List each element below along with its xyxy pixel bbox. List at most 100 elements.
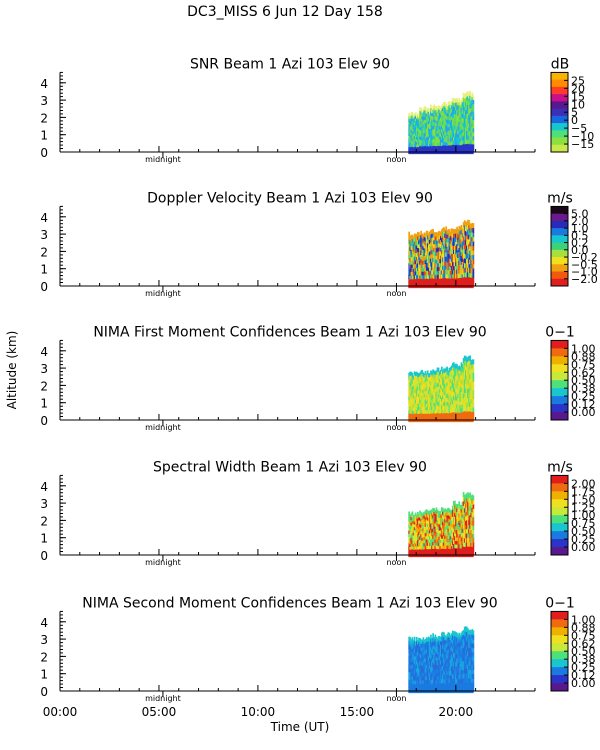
y-tick-label: 0 bbox=[40, 414, 48, 428]
colorbar-tick-label: −5 bbox=[571, 122, 587, 135]
colorbar-tick-label: 20 bbox=[571, 82, 585, 95]
colorbar-swatch bbox=[551, 539, 568, 548]
panel-5: NIMA Second Moment Confidences Beam 1 Az… bbox=[40, 595, 595, 703]
colorbar-swatch bbox=[551, 278, 568, 287]
x-tick-label: 05:00 bbox=[142, 705, 177, 719]
colorbar-swatch bbox=[551, 348, 568, 357]
colorbar-unit: m/s bbox=[547, 459, 573, 475]
colorbar: 2.001.751.501.251.000.750.500.250.00 m/s bbox=[547, 459, 596, 556]
colorbar-tick-label: 1.00 bbox=[571, 509, 596, 522]
colorbar-swatch bbox=[551, 643, 568, 652]
colorbar-tick-label: 0.12 bbox=[571, 669, 596, 682]
colorbar-tick-label: 0.88 bbox=[571, 621, 596, 634]
colorbar-tick-label: 0.75 bbox=[571, 629, 596, 642]
colorbar-swatch bbox=[551, 499, 568, 508]
colorbar-swatch bbox=[551, 483, 568, 492]
colorbar-tick-label: −0.2 bbox=[571, 251, 598, 264]
y-tick-label: 1 bbox=[40, 668, 48, 682]
y-tick-label: 3 bbox=[40, 362, 48, 376]
colorbar-swatch bbox=[551, 79, 568, 88]
colorbar-tick-label: 0.0 bbox=[571, 244, 589, 257]
colorbar-swatch bbox=[551, 683, 568, 692]
colorbar-swatch bbox=[551, 412, 568, 421]
colorbar-tick-label: −10 bbox=[571, 130, 594, 143]
panel-4: Spectral Width Beam 1 Azi 103 Elev 90 0 1 2… bbox=[40, 459, 595, 567]
panel-title: Spectral Width Beam 1 Azi 103 Elev 90 bbox=[153, 459, 427, 475]
colorbar-tick-label: 0.50 bbox=[571, 645, 596, 658]
y-tick-label: 3 bbox=[40, 633, 48, 647]
y-tick-label: 3 bbox=[40, 228, 48, 242]
colorbar-tick-label: −1.0 bbox=[571, 266, 598, 279]
colorbar-tick-label: 0.5 bbox=[571, 229, 589, 242]
colorbar-swatch bbox=[551, 491, 568, 500]
colorbar-tick-label: −15 bbox=[571, 138, 594, 151]
colorbar-swatch bbox=[551, 271, 568, 280]
colorbar-tick-label: 0.00 bbox=[571, 677, 596, 690]
colorbar-swatch bbox=[551, 396, 568, 405]
y-tick-label: 0 bbox=[40, 685, 48, 699]
colorbar-swatch bbox=[551, 340, 568, 349]
colorbar-swatch bbox=[551, 72, 568, 81]
colorbar-tick-label: 1.75 bbox=[571, 485, 596, 498]
colorbar-tick-label: 0 bbox=[571, 114, 578, 127]
colorbar-tick-label: −2.0 bbox=[571, 273, 598, 286]
colorbar-swatch bbox=[551, 108, 568, 117]
colorbar: 5.02.01.00.50.20.0−0.2−0.5−1.0−2.0 m/s bbox=[547, 190, 598, 287]
colorbar-swatch bbox=[551, 515, 568, 524]
midnight-label: midnight bbox=[145, 155, 181, 164]
heatmap-data bbox=[408, 90, 475, 155]
colorbar-swatch bbox=[551, 235, 568, 244]
y-tick-label: 1 bbox=[40, 129, 48, 143]
colorbar-tick-label: 0.62 bbox=[571, 637, 596, 650]
y-tick-label: 0 bbox=[40, 146, 48, 160]
colorbar-tick-label: 0.75 bbox=[571, 358, 596, 371]
colorbar-swatch bbox=[551, 675, 568, 684]
colorbar-swatch bbox=[551, 651, 568, 660]
colorbar-tick-label: 2.0 bbox=[571, 215, 589, 228]
colorbar-swatch bbox=[551, 531, 568, 540]
colorbar-swatch bbox=[551, 115, 568, 124]
y-tick-label: 3 bbox=[40, 497, 48, 511]
colorbar-tick-label: 1.25 bbox=[571, 501, 596, 514]
y-tick-label: 4 bbox=[40, 480, 48, 494]
noon-label: noon bbox=[386, 289, 406, 298]
heatmap-data bbox=[408, 626, 475, 694]
colorbar-swatch bbox=[551, 372, 568, 381]
colorbar-tick-label: 2.00 bbox=[571, 477, 596, 490]
colorbar-tick-label: 15 bbox=[571, 90, 585, 103]
colorbar: 1.000.880.750.620.500.380.250.120.00 0−1 bbox=[545, 324, 596, 421]
x-axis-label: Time (UT) bbox=[270, 720, 330, 734]
midnight-label: midnight bbox=[145, 558, 181, 567]
colorbar-tick-label: 0.50 bbox=[571, 374, 596, 387]
colorbar-swatch bbox=[551, 627, 568, 636]
colorbar-unit: dB bbox=[551, 56, 570, 72]
colorbar-tick-label: 1.0 bbox=[571, 222, 589, 235]
colorbar-tick-label: 1.50 bbox=[571, 493, 596, 506]
colorbar-tick-label: 0.75 bbox=[571, 517, 596, 530]
y-tick-label: 2 bbox=[40, 245, 48, 259]
colorbar-tick-label: 5.0 bbox=[571, 208, 589, 221]
colorbar-swatch bbox=[551, 380, 568, 389]
figure-header: DC3_MISS 6 Jun 12 Day 158 bbox=[187, 4, 383, 20]
y-tick-label: 2 bbox=[40, 650, 48, 664]
y-tick-label: 4 bbox=[40, 211, 48, 225]
colorbar-swatch bbox=[551, 101, 568, 110]
colorbar-tick-label: 0.38 bbox=[571, 653, 596, 666]
noon-label: noon bbox=[386, 155, 406, 164]
heatmap-data bbox=[408, 219, 475, 289]
panel-2: Doppler Velocity Beam 1 Azi 103 Elev 90 0… bbox=[40, 190, 597, 298]
noon-label: noon bbox=[386, 694, 406, 703]
colorbar-tick-label: 0.38 bbox=[571, 382, 596, 395]
colorbar-swatch bbox=[551, 659, 568, 668]
colorbar-swatch bbox=[551, 547, 568, 556]
midnight-label: midnight bbox=[145, 694, 181, 703]
heatmap-data bbox=[408, 491, 475, 558]
colorbar-swatch bbox=[551, 86, 568, 95]
colorbar-tick-label: 0.62 bbox=[571, 366, 596, 379]
colorbar-swatch bbox=[551, 356, 568, 365]
noon-label: noon bbox=[386, 558, 406, 567]
x-tick-label: 15:00 bbox=[340, 705, 375, 719]
colorbar-unit: 0−1 bbox=[545, 324, 575, 340]
